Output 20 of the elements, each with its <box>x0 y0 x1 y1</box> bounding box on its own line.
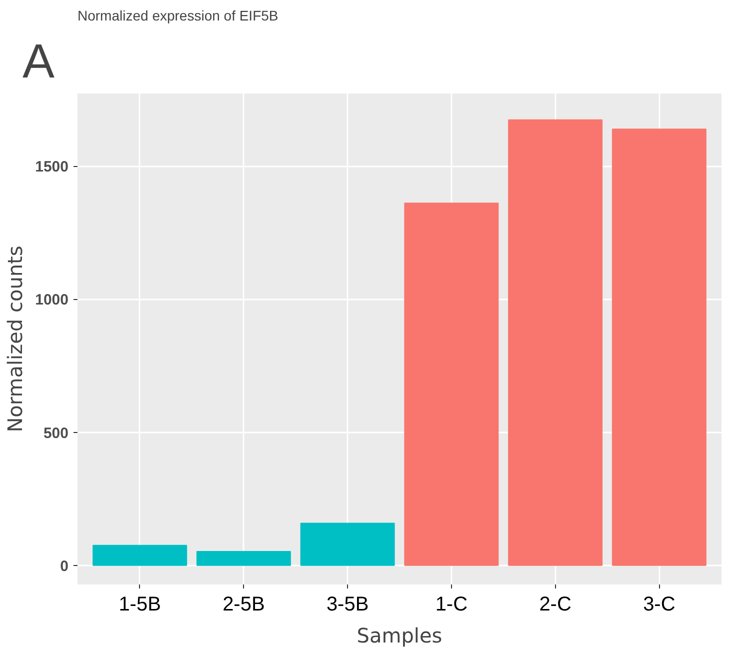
x-tick-label: 3-5B <box>326 594 369 616</box>
bar <box>300 522 395 566</box>
bar <box>404 202 499 566</box>
bar <box>612 128 706 566</box>
x-tick-label: 2-C <box>539 594 572 616</box>
y-tick-label: 500 <box>43 424 69 442</box>
y-tick-label: 1000 <box>35 292 69 309</box>
x-tick-label: 1-5B <box>118 594 161 616</box>
x-tick-label: 1-C <box>435 594 468 616</box>
x-axis-title: Samples <box>356 624 442 648</box>
x-tick-label: 2-5B <box>222 594 265 616</box>
bar <box>508 119 603 566</box>
chart-title: Normalized expression of EIF5B <box>78 8 278 24</box>
bar <box>196 551 291 566</box>
x-tick-label: 3-C <box>643 594 676 616</box>
text: A <box>22 36 55 88</box>
y-tick-label: 0 <box>60 558 68 575</box>
y-axis-title: Normalized counts <box>3 246 28 432</box>
bar <box>92 544 188 566</box>
y-tick-label: 1500 <box>35 158 69 176</box>
